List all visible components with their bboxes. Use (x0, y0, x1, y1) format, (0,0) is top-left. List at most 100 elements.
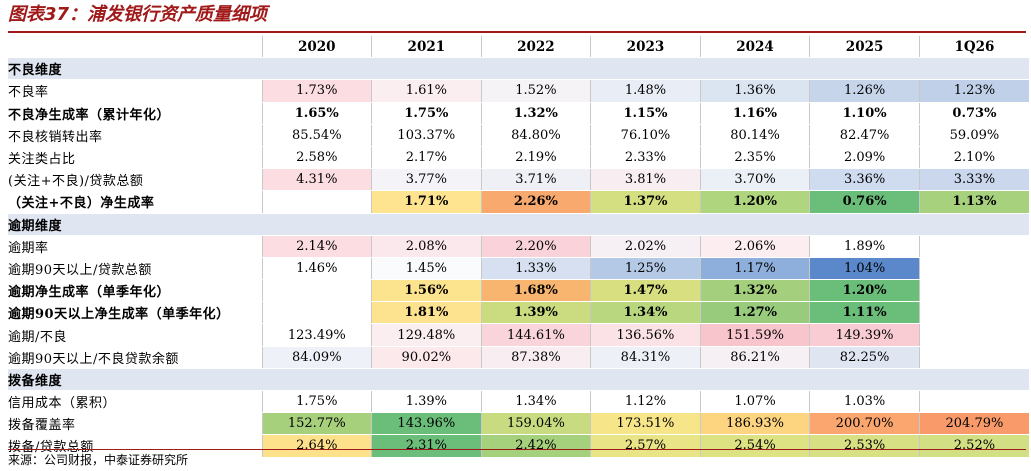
section-header-row: 逾期维度 (8, 213, 1029, 236)
table-cell: 2.08% (371, 235, 482, 258)
section-header-row: 不良维度 (8, 57, 1029, 81)
table-cell: 3.81% (590, 168, 701, 192)
table-cell: 123.49% (261, 323, 372, 347)
table-cell: 84.80% (480, 124, 591, 147)
table-cell: 3.70% (699, 168, 810, 192)
table-cell: 1.13% (918, 190, 1029, 214)
table-cell: 200.70% (809, 412, 920, 436)
table-cell: 1.37% (590, 190, 701, 214)
table-cell: 82.25% (809, 346, 920, 369)
table-cell: 1.56% (371, 279, 482, 303)
source-note: 来源：公司财报，中泰证券研究所 (8, 453, 189, 467)
row-label: 逾期率 (8, 235, 262, 258)
row-label: （关注+不良）净生成率 (8, 190, 262, 214)
table-row: 逾期净生成率（单季年化） 1.56% 1.68% 1.47% 1.32% 1.20% (8, 279, 1029, 303)
table-row: 信用成本（累积） 1.75% 1.39% 1.34% 1.12% 1.07% 1.03% (8, 390, 1029, 414)
table-cell: 1.34% (480, 390, 591, 414)
table-cell: 144.61% (480, 323, 591, 347)
row-label: 不良率 (8, 79, 262, 103)
table-cell: 2.09% (809, 146, 920, 170)
table-cell: 1.03% (809, 390, 920, 414)
header-blank (8, 36, 262, 59)
table-cell: 2.53% (809, 434, 920, 458)
table-cell (918, 301, 1029, 325)
table-cell: 2.35% (699, 146, 810, 170)
table-cell: 1.07% (699, 390, 810, 414)
table-row: (关注+不良)/贷款总额 4.31% 3.77% 3.71% 3.81% 3.70% 3.3… (8, 168, 1029, 192)
table-cell: 86.21% (699, 346, 810, 369)
row-label: 拨备/贷款总额 (8, 434, 262, 458)
table-cell: 136.56% (590, 323, 701, 347)
table-cell: 2.31% (371, 434, 482, 458)
table-cell: 1.81% (371, 301, 482, 325)
row-label: 逾期90天以上/贷款总额 (8, 257, 262, 281)
table-cell: 1.23% (918, 79, 1029, 103)
table-row: 逾期90天以上/贷款总额 1.46% 1.45% 1.33% 1.25% 1.17% 1.0… (8, 257, 1029, 281)
table-cell: 1.04% (809, 257, 920, 281)
table-cell: 143.96% (371, 412, 482, 436)
table-cell: 173.51% (590, 412, 701, 436)
table-cell: 159.04% (480, 412, 591, 436)
column-header: 2023 (590, 36, 701, 59)
bottom-rule (8, 449, 1026, 450)
table-cell (918, 346, 1029, 369)
column-header: 2025 (809, 36, 920, 59)
table-cell: 1.32% (480, 102, 591, 125)
table-cell: 1.47% (590, 279, 701, 303)
table-cell: 0.73% (918, 102, 1029, 125)
table-cell: 2.54% (699, 434, 810, 458)
row-label: 关注类占比 (8, 146, 262, 170)
table-row: 逾期率 2.14% 2.08% 2.20% 2.02% 2.06% 1.89% (8, 235, 1029, 258)
table-row: 关注类占比 2.58% 2.17% 2.19% 2.33% 2.35% 2.09% 2.10% (8, 146, 1029, 170)
table-row: 不良净生成率（累计年化） 1.65% 1.75% 1.32% 1.15% 1.16% 1.1… (8, 102, 1029, 125)
table-cell: 1.20% (699, 190, 810, 214)
table-cell: 2.14% (261, 235, 372, 258)
table-cell: 1.68% (480, 279, 591, 303)
table-cell: 1.46% (261, 257, 372, 281)
table-row: （关注+不良）净生成率 1.71% 2.26% 1.37% 1.20% 0.76% 1.13… (8, 190, 1029, 214)
table-row: 逾期/不良 123.49% 129.48% 144.61% 136.56% 151.59%… (8, 323, 1029, 347)
table-cell: 149.39% (809, 323, 920, 347)
table-cell: 1.65% (261, 102, 372, 125)
table-cell: 3.77% (371, 168, 482, 192)
section-label: 不良维度 (8, 57, 1029, 81)
table-cell: 1.34% (590, 301, 701, 325)
table-cell (918, 235, 1029, 258)
table-cell: 76.10% (590, 124, 701, 147)
table-cell: 2.52% (918, 434, 1029, 458)
table-cell: 1.73% (261, 79, 372, 103)
table-cell: 84.09% (261, 346, 372, 369)
table-cell: 1.33% (480, 257, 591, 281)
table-cell: 204.79% (918, 412, 1029, 436)
table-row: 逾期90天以上净生成率（单季年化） 1.81% 1.39% 1.34% 1.27% 1.1… (8, 301, 1029, 325)
column-header: 2022 (480, 36, 591, 59)
column-header: 2020 (261, 36, 372, 59)
table-cell: 1.71% (371, 190, 482, 214)
row-label: 信用成本（累积） (8, 390, 262, 414)
table-cell: 1.48% (590, 79, 701, 103)
table-cell: 2.20% (480, 235, 591, 258)
table-cell: 4.31% (261, 168, 372, 192)
header-row: 2020 2021 2022 2023 2024 2025 1Q26 (8, 36, 1029, 59)
table-cell (261, 279, 372, 303)
table-cell: 82.47% (809, 124, 920, 147)
table-cell: 87.38% (480, 346, 591, 369)
table-cell: 152.77% (261, 412, 372, 436)
table-cell: 1.16% (699, 102, 810, 125)
table-cell (918, 390, 1029, 414)
table-row: 拨备/贷款总额 2.64% 2.31% 2.42% 2.57% 2.54% 2.53% 2.5… (8, 434, 1029, 458)
table-cell: 1.26% (809, 79, 920, 103)
table-cell: 2.02% (590, 235, 701, 258)
table-row: 拨备覆盖率 152.77% 143.96% 159.04% 173.51% 186.93%… (8, 412, 1029, 436)
column-header: 2024 (699, 36, 810, 59)
table-cell: 1.52% (480, 79, 591, 103)
table-cell: 0.76% (809, 190, 920, 214)
table-cell: 1.25% (590, 257, 701, 281)
table-cell: 151.59% (699, 323, 810, 347)
table-cell: 1.12% (590, 390, 701, 414)
table-cell: 1.61% (371, 79, 482, 103)
table-cell: 90.02% (371, 346, 482, 369)
table-cell: 2.42% (480, 434, 591, 458)
table-cell: 1.32% (699, 279, 810, 303)
table-cell: 80.14% (699, 124, 810, 147)
